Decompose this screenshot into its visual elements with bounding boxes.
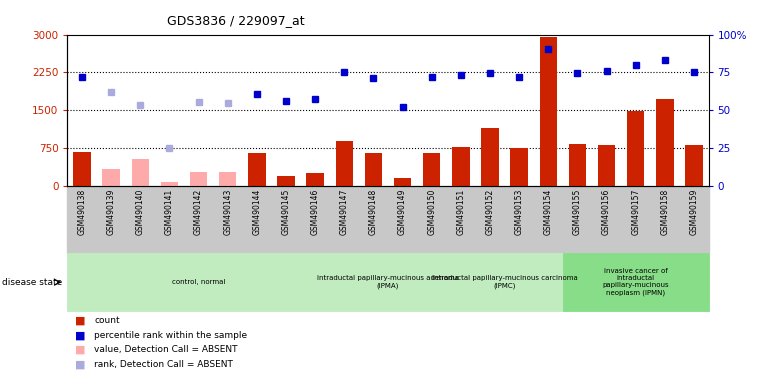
Bar	[190, 172, 208, 186]
Text: ■: ■	[75, 316, 86, 326]
Text: rank, Detection Call = ABSENT: rank, Detection Call = ABSENT	[94, 360, 233, 369]
Bar	[481, 127, 499, 186]
Bar	[219, 172, 237, 186]
Text: disease state: disease state	[2, 278, 62, 287]
Bar	[510, 148, 528, 186]
Text: ■: ■	[75, 330, 86, 340]
Bar	[248, 153, 266, 186]
Bar	[74, 152, 90, 186]
Text: value, Detection Call = ABSENT: value, Detection Call = ABSENT	[94, 345, 237, 354]
Text: count: count	[94, 316, 119, 325]
Text: percentile rank within the sample: percentile rank within the sample	[94, 331, 247, 340]
Text: intraductal papillary-mucinous adenoma
(IPMA): intraductal papillary-mucinous adenoma (…	[317, 275, 459, 289]
Bar	[336, 141, 353, 186]
Text: ■: ■	[75, 359, 86, 369]
Bar	[423, 153, 440, 186]
Bar	[394, 178, 411, 186]
Bar	[277, 175, 295, 186]
Bar	[452, 147, 470, 186]
Text: intraductal papillary-mucinous carcinoma
(IPMC): intraductal papillary-mucinous carcinoma…	[432, 275, 578, 289]
Bar	[627, 111, 644, 186]
Text: GDS3836 / 229097_at: GDS3836 / 229097_at	[167, 14, 305, 27]
Bar	[306, 172, 324, 186]
Bar	[597, 145, 615, 186]
Bar	[656, 99, 673, 186]
Bar	[365, 153, 382, 186]
Bar	[161, 182, 178, 186]
Text: control, normal: control, normal	[172, 279, 225, 285]
Bar	[686, 145, 702, 186]
Bar	[132, 159, 149, 186]
Bar	[539, 37, 557, 186]
Bar	[103, 169, 119, 186]
Bar	[568, 144, 586, 186]
Text: ■: ■	[75, 345, 86, 355]
Text: invasive cancer of
intraductal
papillary-mucinous
neoplasm (IPMN): invasive cancer of intraductal papillary…	[602, 268, 669, 296]
